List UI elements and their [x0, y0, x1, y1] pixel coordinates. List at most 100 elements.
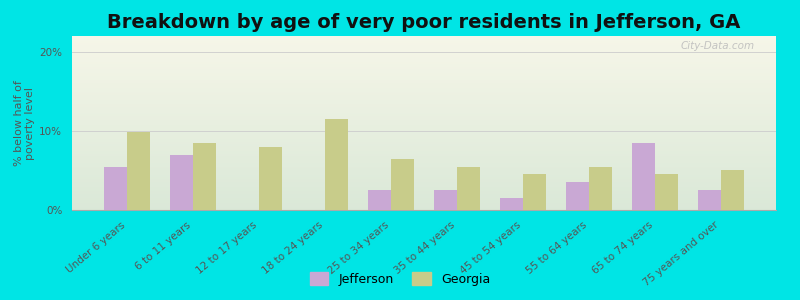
Bar: [72, 151, 776, 153]
Bar: [72, 179, 776, 180]
Bar: [589, 167, 612, 210]
Bar: [104, 167, 127, 210]
Bar: [72, 83, 776, 85]
Bar: [72, 156, 776, 158]
Bar: [72, 48, 776, 50]
Bar: [72, 53, 776, 55]
Bar: [325, 119, 348, 210]
Bar: [72, 102, 776, 104]
Bar: [72, 168, 776, 170]
Bar: [72, 46, 776, 48]
Bar: [72, 74, 776, 76]
Bar: [72, 100, 776, 102]
Bar: [72, 118, 776, 119]
Bar: [72, 85, 776, 86]
Bar: [72, 175, 776, 177]
Bar: [72, 147, 776, 149]
Bar: [72, 64, 776, 66]
Bar: [72, 188, 776, 189]
Bar: [72, 132, 776, 134]
Bar: [72, 104, 776, 106]
Bar: [72, 163, 776, 165]
Legend: Jefferson, Georgia: Jefferson, Georgia: [305, 267, 495, 291]
Bar: [72, 81, 776, 83]
Bar: [72, 153, 776, 154]
Bar: [72, 73, 776, 74]
Bar: [72, 201, 776, 203]
Bar: [72, 142, 776, 144]
Bar: [72, 43, 776, 45]
Bar: [72, 116, 776, 118]
Bar: [72, 69, 776, 71]
Bar: [72, 172, 776, 173]
Bar: [193, 143, 216, 210]
Bar: [259, 147, 282, 210]
Bar: [127, 133, 150, 210]
Bar: [72, 140, 776, 142]
Bar: [72, 173, 776, 175]
Bar: [72, 78, 776, 80]
Bar: [72, 137, 776, 139]
Bar: [72, 161, 776, 163]
Bar: [721, 170, 744, 210]
Bar: [72, 139, 776, 140]
Bar: [72, 112, 776, 114]
Bar: [72, 167, 776, 168]
Bar: [72, 97, 776, 99]
Bar: [72, 203, 776, 205]
Bar: [72, 55, 776, 57]
Bar: [368, 190, 391, 210]
Bar: [72, 36, 776, 38]
Bar: [72, 95, 776, 97]
Bar: [72, 45, 776, 46]
Bar: [72, 114, 776, 116]
Bar: [72, 205, 776, 206]
Bar: [72, 88, 776, 90]
Bar: [72, 135, 776, 137]
Bar: [72, 144, 776, 146]
Bar: [72, 196, 776, 198]
Bar: [72, 154, 776, 156]
Bar: [72, 86, 776, 88]
Bar: [72, 123, 776, 125]
Bar: [72, 200, 776, 201]
Bar: [72, 90, 776, 92]
Bar: [72, 134, 776, 135]
Bar: [72, 191, 776, 193]
Bar: [72, 208, 776, 210]
Bar: [72, 198, 776, 200]
Bar: [72, 62, 776, 64]
Bar: [566, 182, 589, 210]
Bar: [72, 111, 776, 112]
Bar: [72, 41, 776, 43]
Y-axis label: % below half of
poverty level: % below half of poverty level: [14, 80, 35, 166]
Bar: [72, 52, 776, 53]
Bar: [632, 143, 655, 210]
Bar: [72, 67, 776, 69]
Bar: [72, 146, 776, 147]
Bar: [72, 189, 776, 191]
Bar: [72, 57, 776, 58]
Bar: [72, 160, 776, 161]
Bar: [72, 50, 776, 52]
Bar: [72, 206, 776, 208]
Bar: [698, 190, 721, 210]
Bar: [72, 92, 776, 93]
Bar: [655, 174, 678, 210]
Bar: [72, 149, 776, 151]
Bar: [72, 93, 776, 95]
Title: Breakdown by age of very poor residents in Jefferson, GA: Breakdown by age of very poor residents …: [107, 13, 741, 32]
Bar: [72, 158, 776, 160]
Bar: [72, 71, 776, 73]
Bar: [523, 174, 546, 210]
Bar: [72, 182, 776, 184]
Bar: [72, 66, 776, 67]
Bar: [72, 80, 776, 81]
Bar: [72, 130, 776, 132]
Bar: [72, 194, 776, 196]
Bar: [457, 167, 480, 210]
Bar: [391, 159, 414, 210]
Bar: [72, 193, 776, 194]
Bar: [72, 177, 776, 179]
Bar: [72, 165, 776, 167]
